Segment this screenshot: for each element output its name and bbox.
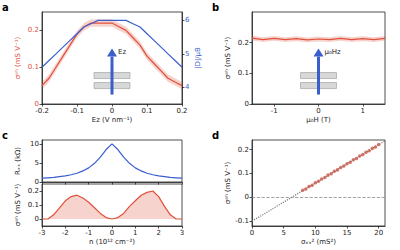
svg-text:0: 0 [35, 215, 39, 223]
svg-text:0.2: 0.2 [28, 26, 39, 34]
svg-text:0.1: 0.1 [28, 201, 39, 209]
svg-text:0.2: 0.2 [238, 39, 249, 47]
svg-text:0.1: 0.1 [238, 169, 249, 177]
svg-text:10: 10 [30, 140, 39, 148]
svg-text:0: 0 [316, 107, 320, 115]
svg-text:4: 4 [185, 83, 190, 91]
svg-text:|D|/μB: |D|/μB [194, 47, 202, 69]
svg-text:10: 10 [311, 229, 320, 237]
svg-text:μ₀H (T): μ₀H (T) [306, 116, 331, 124]
svg-text:0: 0 [245, 193, 249, 201]
svg-text:0.1: 0.1 [141, 107, 152, 115]
svg-text:c: c [2, 130, 8, 141]
svg-text:0.2: 0.2 [238, 146, 249, 154]
svg-text:15: 15 [343, 229, 352, 237]
svg-text:20: 20 [374, 229, 383, 237]
svg-text:0: 0 [245, 100, 249, 108]
svg-text:0.2: 0.2 [176, 107, 187, 115]
svg-text:1: 1 [361, 107, 365, 115]
svg-text:a: a [2, 2, 9, 13]
svg-text:5: 5 [281, 229, 285, 237]
svg-text:d: d [212, 130, 219, 141]
svg-text:b: b [212, 2, 219, 13]
svg-text:Ez (V nm⁻¹): Ez (V nm⁻¹) [92, 116, 133, 124]
svg-text:0: 0 [35, 178, 39, 186]
svg-text:5: 5 [35, 159, 39, 167]
svg-text:-0.2: -0.2 [35, 107, 49, 115]
svg-text:-1: -1 [85, 229, 92, 237]
svg-text:σᵃʰ (mS V⁻¹): σᵃʰ (mS V⁻¹) [14, 37, 22, 80]
svg-text:1: 1 [133, 229, 137, 237]
svg-text:5: 5 [185, 50, 189, 58]
svg-text:σᵃʰ (mS V⁻¹): σᵃʰ (mS V⁻¹) [14, 184, 22, 227]
svg-text:-0.1: -0.1 [70, 107, 84, 115]
svg-text:-3: -3 [39, 229, 46, 237]
svg-text:6: 6 [185, 16, 190, 24]
svg-text:2: 2 [156, 229, 160, 237]
svg-text:σᵃʰ (mS V⁻¹): σᵃʰ (mS V⁻¹) [224, 37, 232, 80]
svg-text:Ez: Ez [118, 48, 126, 56]
svg-text:0.2: 0.2 [28, 187, 39, 195]
svg-text:σᵃʰ (mS V⁻¹): σᵃʰ (mS V⁻¹) [224, 162, 232, 205]
svg-text:0.1: 0.1 [238, 69, 249, 77]
svg-text:3: 3 [180, 229, 184, 237]
svg-text:σₓₓ² (mS²): σₓₓ² (mS²) [301, 238, 336, 246]
svg-text:0: 0 [110, 107, 114, 115]
svg-text:0: 0 [250, 229, 254, 237]
svg-text:0: 0 [34, 100, 39, 108]
svg-text:-2: -2 [62, 229, 69, 237]
svg-text:μ₀Hz: μ₀Hz [325, 48, 342, 56]
svg-text:Rₓₓ (kΩ): Rₓₓ (kΩ) [14, 147, 22, 175]
svg-text:0.1: 0.1 [28, 63, 39, 71]
svg-text:-1: -1 [271, 107, 278, 115]
svg-text:0: 0 [110, 229, 114, 237]
svg-text:n (10¹² cm⁻²): n (10¹² cm⁻²) [89, 238, 135, 246]
svg-text:-0.1: -0.1 [235, 217, 249, 225]
